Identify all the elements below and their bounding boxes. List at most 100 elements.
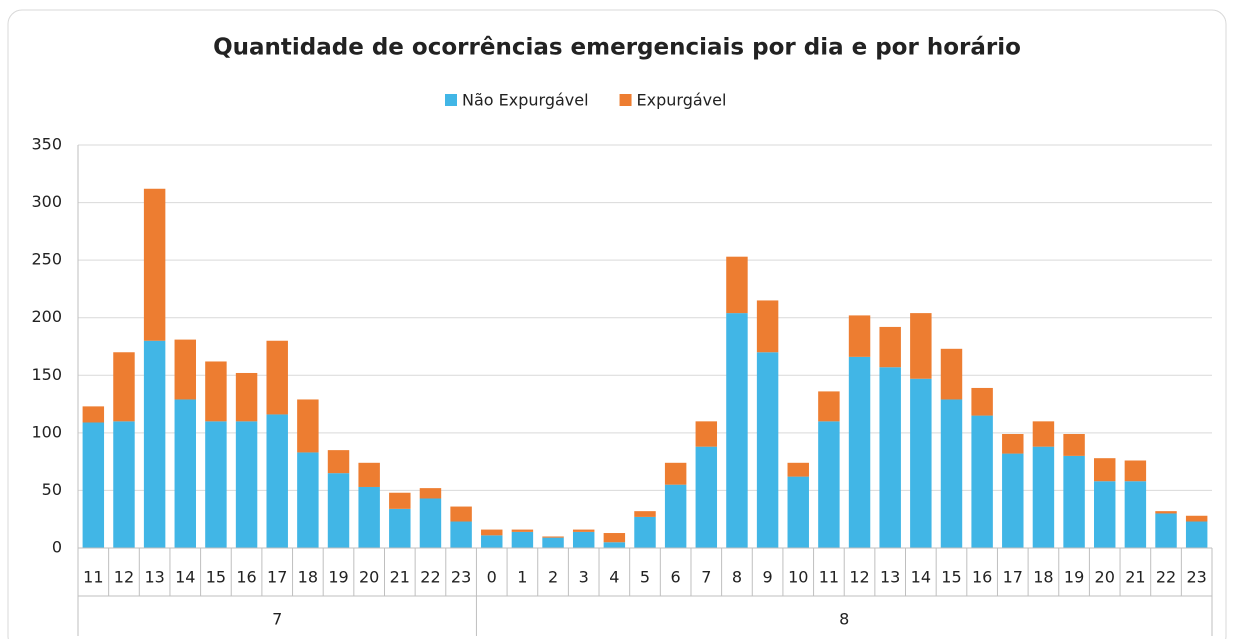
bar [756, 352, 779, 548]
bar [389, 492, 411, 509]
bar [1155, 511, 1177, 514]
bar [787, 476, 809, 548]
bar [450, 521, 472, 548]
bar [572, 529, 595, 532]
legend-swatch [619, 94, 632, 106]
bar [389, 508, 411, 548]
x-tick-label: 9 [763, 568, 773, 587]
x-tick-label: 5 [640, 568, 650, 587]
x-tick-label: 7 [701, 568, 711, 587]
x-tick-label: 2 [548, 568, 558, 587]
bar [603, 533, 626, 543]
y-tick-label: 100 [31, 422, 62, 441]
bar [603, 542, 626, 548]
bar [1094, 458, 1116, 482]
bar [879, 367, 901, 548]
bar [695, 446, 718, 548]
bar [726, 313, 748, 548]
x-tick-label: 19 [1064, 568, 1084, 587]
bar [1002, 453, 1024, 548]
bar [910, 313, 932, 379]
x-tick-label: 22 [1156, 568, 1176, 587]
x-tick-label: 8 [732, 568, 742, 587]
bar [205, 361, 227, 422]
x-tick-label: 15 [941, 568, 961, 587]
bar [1002, 434, 1024, 454]
bar [634, 511, 656, 517]
x-tick-label: 1 [517, 568, 527, 587]
bar [82, 406, 105, 423]
x-tick-label: 4 [609, 568, 619, 587]
bar [1185, 521, 1208, 548]
bar [205, 421, 227, 548]
bar [695, 421, 718, 447]
x-tick-label: 13 [880, 568, 900, 587]
bar [572, 531, 595, 548]
bar [113, 352, 135, 422]
y-tick-label: 300 [31, 192, 62, 211]
x-tick-label: 17 [267, 568, 287, 587]
bar [481, 535, 503, 548]
y-tick-label: 150 [31, 365, 62, 384]
y-tick-label: 50 [42, 480, 62, 499]
bar [143, 340, 166, 548]
bar [297, 452, 319, 548]
x-tick-label: 13 [144, 568, 164, 587]
x-tick-label: 19 [328, 568, 348, 587]
bar [940, 348, 963, 400]
bar [511, 529, 534, 532]
x-tick-label: 21 [1125, 568, 1145, 587]
bar [450, 506, 472, 522]
x-tick-label: 16 [236, 568, 256, 587]
x-tick-label: 23 [1186, 568, 1206, 587]
y-tick-label: 200 [31, 307, 62, 326]
legend-swatch [445, 94, 457, 106]
bar [511, 531, 534, 548]
bar [358, 486, 380, 548]
x-tick-label: 14 [911, 568, 931, 587]
bar [174, 339, 196, 400]
bar [1032, 421, 1055, 447]
bar [787, 462, 809, 477]
bar [910, 378, 932, 548]
bar [848, 356, 871, 548]
x-tick-label: 20 [1095, 568, 1115, 587]
bar [1124, 460, 1147, 482]
bar [82, 422, 105, 548]
bar [1124, 481, 1147, 548]
bar [235, 372, 258, 422]
bar [756, 300, 779, 353]
bar [940, 399, 963, 548]
bar [664, 484, 687, 548]
y-tick-label: 350 [31, 135, 62, 154]
bar [542, 536, 564, 538]
x-tick-label: 20 [359, 568, 379, 587]
x-tick-label: 21 [390, 568, 410, 587]
bar [358, 462, 380, 487]
x-tick-label: 11 [819, 568, 839, 587]
x-tick-label: 14 [175, 568, 195, 587]
y-tick-label: 0 [52, 538, 62, 557]
bar [971, 415, 993, 548]
bar [266, 340, 288, 415]
x-tick-label: 12 [849, 568, 869, 587]
bar [266, 414, 288, 548]
bar [1032, 446, 1055, 548]
x-tick-label: 6 [671, 568, 681, 587]
chart-title: Quantidade de ocorrências emergenciais p… [213, 35, 1021, 61]
bar [235, 421, 258, 548]
bar [971, 387, 993, 416]
bar [481, 529, 503, 536]
group-label: 7 [272, 610, 282, 629]
bar [419, 488, 442, 499]
x-tick-label: 10 [788, 568, 808, 587]
x-tick-label: 3 [579, 568, 589, 587]
group-label: 8 [839, 610, 849, 629]
bar [879, 326, 901, 368]
x-tick-label: 11 [83, 568, 103, 587]
x-tick-label: 16 [972, 568, 992, 587]
x-tick-label: 0 [487, 568, 497, 587]
bar [143, 188, 166, 341]
y-tick-label: 250 [31, 250, 62, 269]
